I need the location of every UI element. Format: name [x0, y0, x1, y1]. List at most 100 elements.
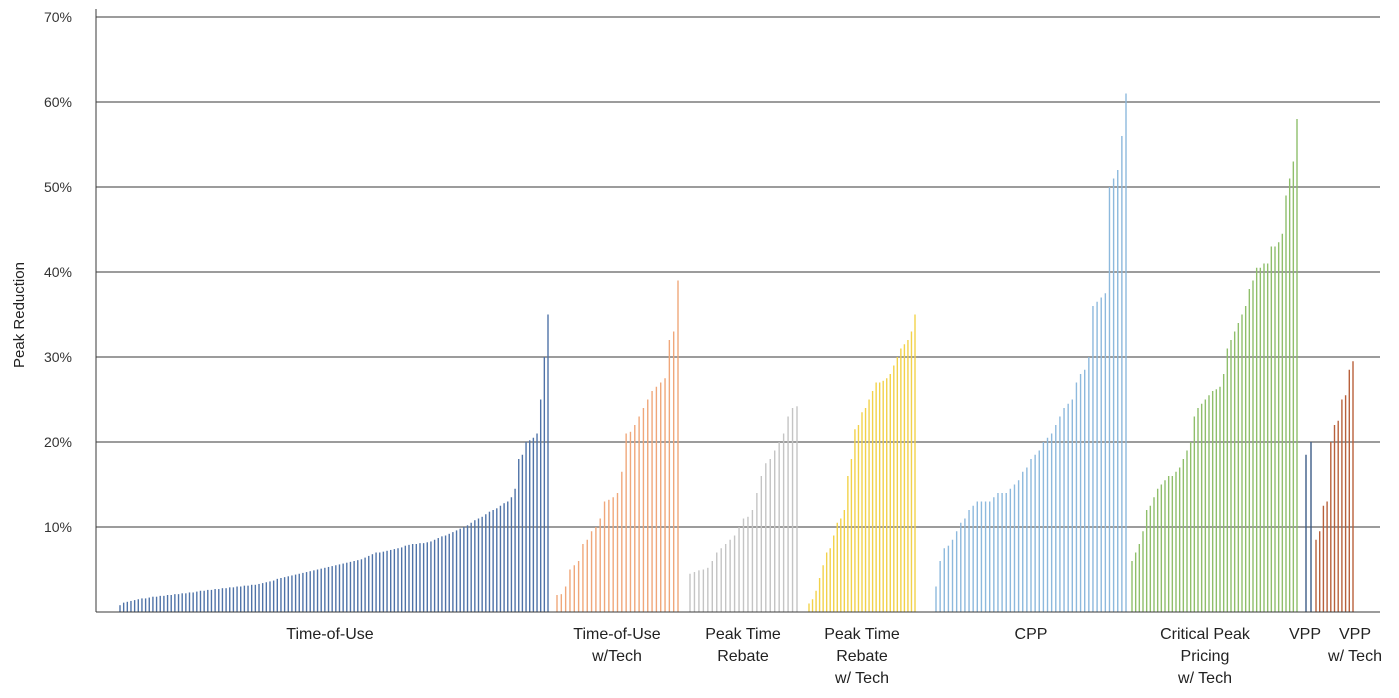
bar: [1149, 505, 1152, 612]
bar: [599, 518, 601, 612]
bar: [166, 595, 169, 612]
bar: [582, 544, 584, 612]
bar: [751, 510, 754, 612]
bar: [261, 583, 264, 612]
bar: [1075, 382, 1078, 612]
bar: [711, 561, 713, 612]
bar: [1108, 187, 1111, 612]
bar: [481, 516, 483, 612]
bar: [1219, 386, 1221, 612]
bar: [972, 505, 974, 612]
bar: [1352, 361, 1354, 612]
bar: [1050, 433, 1053, 612]
category-label-line: Peak Time: [705, 626, 781, 643]
bar: [1175, 471, 1177, 612]
bar: [122, 602, 125, 612]
bar: [647, 399, 649, 612]
bar: [815, 590, 817, 612]
category-label-line: CPP: [1015, 626, 1048, 643]
bar: [342, 563, 344, 612]
bar: [539, 399, 542, 612]
bar: [433, 539, 436, 612]
category-label-line: Rebate: [717, 648, 769, 665]
bar: [1138, 544, 1141, 612]
bar: [1322, 505, 1325, 612]
bar: [914, 314, 916, 612]
bar: [864, 408, 867, 612]
bar: [265, 582, 268, 612]
bar: [254, 584, 257, 612]
bar: [955, 531, 958, 612]
bar: [634, 425, 636, 612]
bar: [787, 416, 789, 612]
bar: [185, 593, 187, 612]
bar: [698, 570, 700, 612]
bar: [1142, 531, 1144, 612]
bar: [199, 590, 202, 612]
bar: [1337, 420, 1339, 612]
bar: [660, 382, 662, 612]
bar: [225, 588, 227, 612]
bar: [1017, 480, 1020, 612]
bar: [829, 548, 831, 612]
bar: [1296, 119, 1298, 612]
bar: [964, 518, 966, 612]
bar: [126, 601, 129, 612]
bar: [496, 508, 498, 612]
category-label: Peak Time Rebate: [705, 626, 781, 665]
bar: [466, 525, 469, 612]
bar: [441, 536, 443, 612]
bar: [857, 425, 860, 612]
bar: [152, 596, 154, 612]
y-tick-label: 70%: [44, 9, 72, 25]
bar: [907, 340, 909, 612]
bar: [1125, 93, 1127, 612]
bar: [492, 510, 494, 612]
bar: [415, 544, 418, 612]
bar: [1071, 399, 1073, 612]
bar: [625, 433, 627, 612]
bar: [382, 551, 385, 612]
bar-group: [689, 406, 798, 612]
bar: [1063, 408, 1065, 612]
bar: [459, 528, 461, 612]
bar: [229, 587, 231, 612]
bar: [1182, 459, 1185, 612]
bar: [850, 459, 853, 612]
bar: [470, 522, 472, 612]
bar: [529, 440, 531, 612]
bar: [364, 557, 366, 612]
bar: [1092, 306, 1094, 612]
bar: [1319, 531, 1321, 612]
bar: [782, 433, 785, 612]
bar: [871, 391, 874, 612]
bar: [765, 463, 767, 612]
bar: [968, 510, 970, 612]
bar: [716, 552, 718, 612]
bar: [313, 570, 315, 612]
bar: [1348, 369, 1350, 612]
bar: [738, 527, 740, 612]
y-tick-label: 40%: [44, 264, 72, 280]
bar: [1059, 416, 1061, 612]
bar: [1288, 178, 1291, 612]
bar: [791, 408, 794, 612]
bar: [346, 562, 348, 612]
category-label-line: Peak Time: [824, 626, 900, 643]
bar: [1226, 348, 1229, 612]
bar: [148, 597, 150, 612]
category-label: Peak Time Rebate w/ Tech: [824, 626, 900, 687]
bar: [1153, 497, 1155, 612]
bar: [573, 565, 575, 612]
bar: [437, 538, 439, 612]
bar: [638, 416, 640, 612]
bar: [854, 429, 856, 612]
bar: [677, 280, 679, 612]
bar: [393, 549, 396, 612]
bar: [368, 555, 370, 612]
bar: [408, 544, 410, 612]
bar: [477, 518, 480, 612]
category-label-line: Time-of-Use: [573, 626, 661, 643]
bar: [847, 476, 849, 612]
bar: [243, 585, 246, 612]
